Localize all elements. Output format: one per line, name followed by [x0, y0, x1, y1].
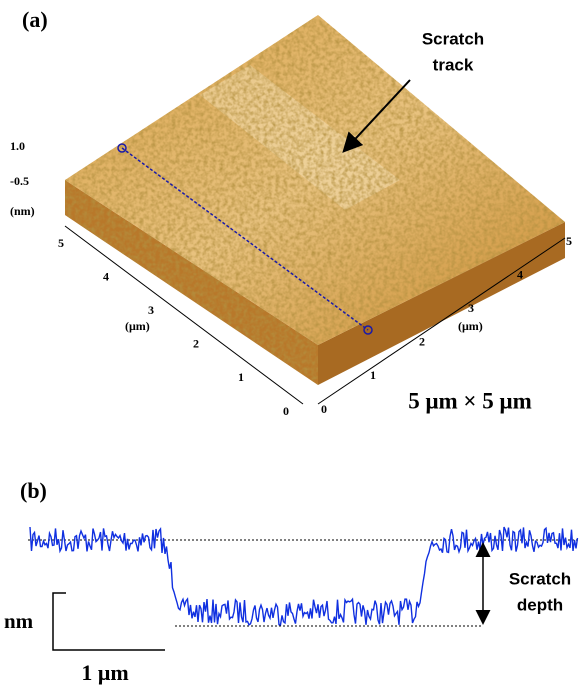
afm-surface: [0, 0, 581, 400]
annotation: Scratch: [422, 29, 484, 48]
left-axis-unit: (μm): [125, 319, 150, 333]
left-axis-tick: 2: [193, 337, 199, 351]
right-axis-tick: 3: [468, 301, 474, 315]
right-axis-tick: 1: [370, 368, 376, 382]
left-axis-tick: 1: [238, 370, 244, 384]
annotation: Scratch: [509, 569, 571, 588]
z-tick: 1.0: [10, 139, 25, 153]
right-axis-tick: 0: [321, 402, 327, 416]
left-axis-tick: 5: [58, 236, 64, 250]
right-axis-tick: 2: [419, 335, 425, 349]
height-profile: [30, 527, 578, 625]
left-axis-tick: 4: [103, 269, 109, 283]
scale-x-label: 1 μm: [81, 660, 128, 685]
scale-y-label: nm: [4, 609, 34, 633]
right-axis-unit: (μm): [458, 319, 483, 333]
right-axis-tick: 5: [566, 234, 572, 248]
right-axis-tick: 4: [517, 267, 523, 281]
annotation: depth: [517, 595, 563, 614]
left-axis-tick: 0: [283, 404, 289, 418]
scale-bar: [53, 593, 165, 650]
panel-label: (a): [22, 7, 48, 32]
scan-size: 5 μm × 5 μm: [408, 388, 532, 413]
z-tick: -0.5: [10, 174, 29, 188]
figure: (a) 1.0 -0.5 (nm) (μm) (μm) Scratch trac…: [0, 0, 581, 689]
z-unit: (nm): [10, 204, 35, 218]
panel-label: (b): [20, 478, 47, 503]
left-axis-tick: 3: [148, 303, 154, 317]
annotation: track: [433, 55, 474, 74]
